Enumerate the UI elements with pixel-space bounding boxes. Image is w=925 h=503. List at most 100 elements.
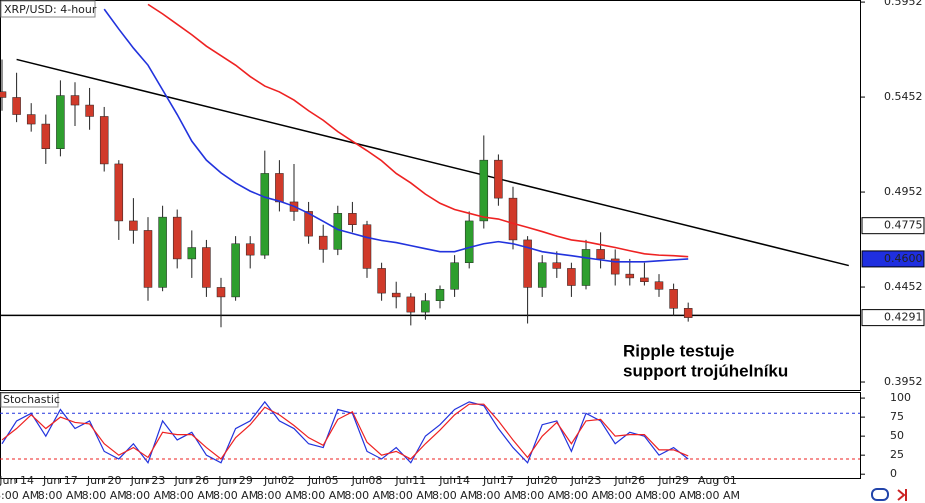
stochastic-panel [0,392,861,479]
y-tick-label: 50 [890,429,904,442]
x-time-label: 8:00 AM [169,489,214,502]
x-time-label: 8:00 AM [651,489,696,502]
x-time-label: 8:00 AM [476,489,521,502]
candle-body [523,239,532,288]
candle-body [362,224,372,269]
candle-body [479,159,489,222]
x-time-label: 8:00 AM [344,489,389,502]
x-time-label: 8:00 AM [563,489,608,502]
x-tick-label: Jun 17 [42,474,78,487]
trend-line [16,58,849,267]
candle-body [552,262,562,269]
x-time-label: 8:00 AM [432,489,477,502]
candle-body [391,292,401,298]
candle-body [12,97,21,115]
link-icon[interactable] [871,488,889,501]
candle-body [0,91,7,98]
line [147,3,689,258]
y-tick-label: 0.4452 [884,280,923,293]
candle-body [245,243,255,256]
x-tick-label: Jul 23 [570,474,602,487]
candle-body [275,173,284,203]
x-tick-label: Jun 14 [0,474,34,487]
candle-body [70,95,80,106]
candle-body [494,159,503,199]
y-tick-label: 0 [890,467,897,480]
x-tick-label: Aug 01 [698,474,737,487]
candle-body [318,235,328,250]
candle-body [537,262,547,288]
x-time-label: 8:00 AM [695,489,740,502]
candle-body [581,249,591,286]
candle-body [610,258,620,275]
candle-body [143,230,153,288]
x-tick-label: Jul 11 [394,474,426,487]
annotation: support trojúhelníku [623,361,788,380]
price-label-box [861,250,925,268]
price-label: 0.4600 [884,252,923,265]
x-time-label: 8:00 AM [257,489,302,502]
candle-body [508,197,518,241]
candle-body [41,123,51,149]
y-tick-label: 0.5952 [884,0,923,8]
candle-body [231,243,240,298]
y-tick-label: 75 [890,410,904,423]
candle-body [421,300,430,313]
candle-body [129,220,138,231]
candle-body [450,262,459,290]
candle-body [202,247,211,288]
chart-title: XRP/USD: 4-hour [4,3,97,16]
x-time-label: 8:00 AM [125,489,170,502]
annotation: Ripple testuje [623,341,734,360]
candle-body [304,211,313,237]
x-tick-label: Jun 29 [217,474,253,487]
candle-body [348,213,357,225]
stochastic-plot [0,400,860,465]
main-panel [0,0,861,391]
x-tick-label: Jun 26 [173,474,209,487]
candle-body [683,308,693,318]
x-tick-label: Jul 05 [307,474,339,487]
y-tick-label: 0.4952 [884,185,923,198]
line [1,400,689,465]
x-tick-label: Jun 23 [130,474,166,487]
candle-body [464,220,474,263]
x-tick-label: Jul 08 [351,474,383,487]
x-time-label: 8:00 AM [0,489,39,502]
x-tick-label: Jul 29 [657,474,689,487]
candle-body [26,114,36,125]
x-tick-label: Jul 17 [482,474,514,487]
toolbar-icons[interactable] [871,488,907,501]
price-label: 0.4775 [884,219,923,232]
x-time-label: 8:00 AM [520,489,565,502]
candle-body [172,216,182,260]
y-tick-label: 0.5452 [884,90,923,103]
candle-body [567,268,576,286]
x-time-label: 8:00 AM [607,489,652,502]
y-tick-label: 25 [890,448,904,461]
main-plot [0,3,860,328]
stoch-title-box [0,392,59,408]
x-tick-label: Jul 02 [263,474,295,487]
x-time-label: 8:00 AM [38,489,83,502]
title-box [0,0,96,18]
candle-body [99,116,109,165]
price-label-box [861,309,925,327]
line [103,8,689,263]
price-label-box [861,217,925,235]
candle-body [85,104,94,117]
line [1,403,689,460]
candle-body [158,216,167,288]
candle-body [114,163,124,222]
x-tick-label: Jul 14 [438,474,470,487]
candle-body [435,289,445,301]
candle-body [406,296,416,313]
x-time-label: 8:00 AM [301,489,346,502]
x-tick-label: Jul 20 [526,474,558,487]
candle-body [56,95,65,149]
scroll-icon[interactable] [897,489,907,501]
candle-body [669,289,678,309]
candle-body [654,281,664,290]
